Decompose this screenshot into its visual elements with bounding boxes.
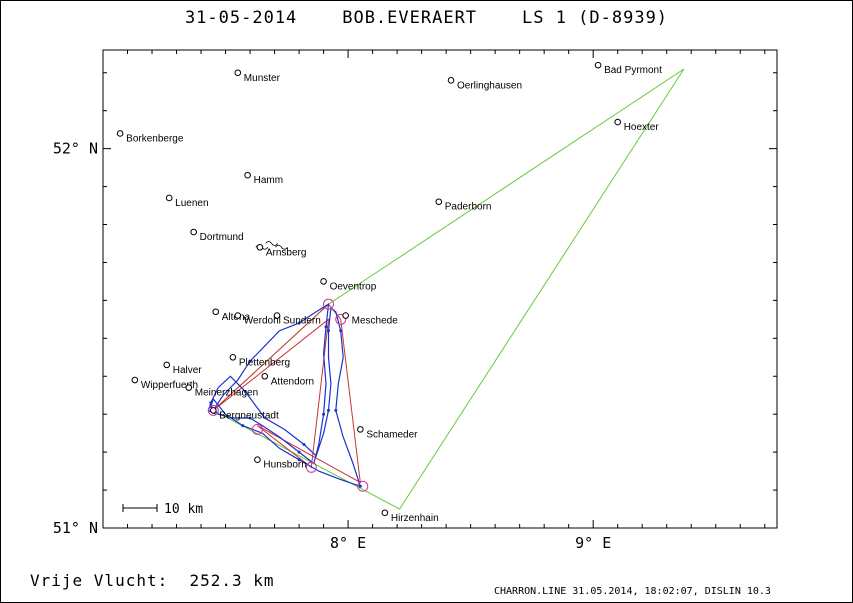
place-marker <box>165 194 173 202</box>
page-title: 31-05-2014 BOB.EVERAERT LS 1 (D-8939) <box>184 8 669 28</box>
track-point <box>339 329 343 333</box>
place-marker <box>212 308 220 316</box>
track-point <box>297 458 301 462</box>
track-point <box>326 408 330 412</box>
lon-label: 9° E <box>575 534 611 552</box>
track-point <box>209 401 213 405</box>
place-marker <box>381 509 389 517</box>
scale-bar-label: 10 km <box>164 502 203 517</box>
place-marker <box>209 407 217 414</box>
place-label: Schameder <box>366 429 418 440</box>
place-marker <box>342 312 349 319</box>
place-marker <box>594 61 602 69</box>
place-label: Meinerzhagen <box>195 388 258 399</box>
place-label: Oeventrop <box>330 281 377 292</box>
place-label: Munster <box>244 73 281 84</box>
place-label: Borkenberge <box>126 133 184 144</box>
place-marker <box>234 312 242 319</box>
distance-readout: Vrije Vlucht: 252.3 km <box>30 571 275 590</box>
place-label: Oerlinghausen <box>457 80 522 91</box>
track-point <box>324 325 328 329</box>
scale-bar: 10 km <box>122 502 203 517</box>
place-label: Arnsberg <box>266 247 307 258</box>
track-point <box>302 443 306 447</box>
track-point <box>297 321 301 325</box>
lon-label: 8° E <box>330 534 366 552</box>
place-label: Hunsborn <box>263 460 306 471</box>
place-label: Dortmund <box>200 232 244 243</box>
place-marker <box>320 278 327 285</box>
place-label: Meschede <box>352 316 399 327</box>
map-border <box>102 49 778 529</box>
place-label: Plettenberg <box>239 357 290 368</box>
place-label: Luenen <box>175 198 208 209</box>
turnpoint-circles <box>207 298 369 492</box>
turnpoint-circle <box>305 461 317 473</box>
track-point <box>241 424 245 428</box>
credit-line: CHARRON.LINE 31.05.2014, 18:02:07, DISLI… <box>494 586 771 597</box>
place-marker <box>234 69 242 77</box>
place-marker <box>244 171 251 179</box>
place-labels: Munster Oerlinghausen Bad Pyrmont Borkenber… <box>116 61 662 524</box>
place-marker <box>254 456 261 464</box>
track-point <box>334 408 338 412</box>
place-marker <box>229 353 237 361</box>
place-marker <box>357 426 364 433</box>
thermal-mark <box>265 241 278 246</box>
declared-task-line <box>212 68 685 510</box>
place-label: Hamm <box>254 175 283 186</box>
lat-label: 51° N <box>53 519 98 537</box>
track-point <box>248 416 252 420</box>
turnpoint-circle <box>357 480 369 492</box>
place-marker <box>273 312 281 319</box>
place-label: Sundern <box>283 316 321 327</box>
place-marker <box>190 228 197 236</box>
place-label: Halver <box>173 365 203 376</box>
turnpoint-circle <box>207 404 219 416</box>
place-marker <box>261 372 269 380</box>
track-point <box>326 329 330 333</box>
place-marker <box>447 77 455 84</box>
turnpoint-circle <box>251 423 263 435</box>
track-point <box>322 412 326 416</box>
place-label: Werdohl <box>244 316 281 327</box>
place-label: Bad Pyrmont <box>604 65 662 76</box>
place-label: Attendorn <box>271 376 314 387</box>
place-marker <box>435 198 443 206</box>
place-label: Wipperfuerth <box>141 380 198 391</box>
place-marker <box>131 376 139 384</box>
axis-labels: 52° N 51° N 8° E 9° E <box>53 140 611 552</box>
place-label: Hoexter <box>624 122 660 133</box>
place-marker <box>256 243 264 251</box>
turnpoint-circle <box>335 313 347 325</box>
track-point <box>243 389 247 393</box>
place-marker <box>163 361 171 369</box>
place-marker <box>116 130 124 137</box>
thermal-mark <box>275 244 288 250</box>
place-label: Hirzenhain <box>391 513 439 524</box>
track-point <box>297 450 301 454</box>
lat-label: 52° N <box>53 140 98 158</box>
track-point <box>358 484 362 488</box>
place-label: Paderborn <box>445 202 492 213</box>
axis-ticks <box>103 50 777 528</box>
turnpoint-circle <box>322 298 334 310</box>
place-marker <box>614 118 621 126</box>
place-label: Bergneustadt <box>219 410 279 421</box>
flown-legs-line <box>212 303 361 484</box>
place-marker <box>185 384 193 391</box>
track-point <box>248 359 252 363</box>
flight-track-line <box>207 303 362 488</box>
